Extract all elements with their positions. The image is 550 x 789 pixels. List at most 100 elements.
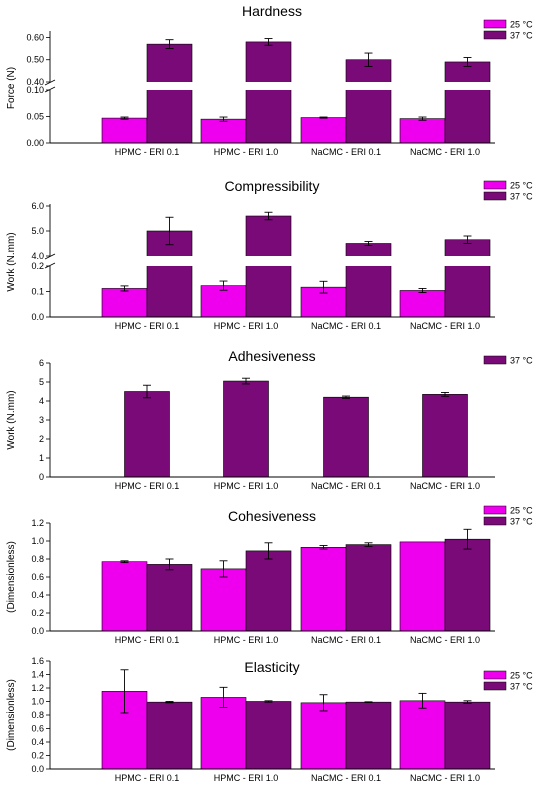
x-category-label: NaCMC - ERI 1.0 (410, 321, 480, 331)
bar (146, 701, 193, 770)
legend-label: 37 °C (510, 356, 533, 366)
y-tick-label: 0.8 (31, 554, 44, 564)
y-tick-label: 0.0 (31, 312, 44, 322)
legend-swatch (483, 681, 507, 691)
y-tick-label: 0.0 (31, 764, 44, 774)
bar (146, 43, 193, 144)
legend-label: 37 °C (510, 192, 533, 202)
panel-cohesiveness: Cohesiveness (Dimensionless) 0.0 0.2 0.4 0.6 0… (6, 506, 533, 646)
y-tick-label: 0.50 (26, 55, 44, 65)
x-category-label: NaCMC - ERI 0.1 (311, 147, 381, 157)
y-tick-label: 1.6 (31, 656, 44, 666)
bar (345, 701, 392, 770)
legend-label: 37 °C (510, 517, 533, 527)
y-tick-label: 5.0 (31, 226, 44, 236)
legend-label: 25 °C (510, 181, 533, 191)
panel-elasticity: Elasticity (Dimensionless) 0.0 0.2 0.4 0.6 0.8… (6, 656, 533, 783)
x-category-label: HPMC - ERI 1.0 (214, 773, 279, 783)
bar (444, 701, 491, 770)
x-category-label: HPMC - ERI 0.1 (115, 147, 180, 157)
x-category-label: NaCMC - ERI 1.0 (410, 481, 480, 491)
y-axis-label: (Dimensionless) (6, 541, 17, 613)
legend-label: 37 °C (510, 682, 533, 692)
bar (399, 118, 446, 144)
x-category-label: NaCMC - ERI 0.1 (311, 481, 381, 491)
bar (200, 285, 247, 318)
legend-swatch (483, 516, 507, 526)
bar (200, 118, 247, 144)
y-tick-label: 1 (39, 453, 44, 463)
bar (245, 550, 292, 632)
y-tick-label: 1.2 (31, 518, 44, 528)
bar (399, 290, 446, 318)
legend-swatch (483, 355, 507, 365)
axis-break-mark (44, 86, 56, 93)
bar (245, 41, 292, 144)
y-tick-label: 0.2 (31, 751, 44, 761)
x-category-label: NaCMC - ERI 0.1 (311, 321, 381, 331)
bar (101, 117, 148, 144)
axis-break-mark (44, 79, 56, 86)
bar (200, 697, 247, 770)
y-axis-label: Force (N) (6, 67, 17, 109)
y-tick-label: 1.0 (31, 536, 44, 546)
y-tick-label: 0.2 (31, 608, 44, 618)
x-category-label: HPMC - ERI 0.1 (115, 635, 180, 645)
legend-label: 25 °C (510, 20, 533, 30)
y-tick-label: 0.2 (31, 261, 44, 271)
chart-title: Adhesiveness (228, 348, 315, 364)
y-tick-label: 0.10 (26, 85, 44, 95)
y-tick-label: 4 (39, 396, 44, 406)
x-category-label: HPMC - ERI 0.1 (115, 481, 180, 491)
bar (444, 538, 491, 632)
legend-swatch (483, 191, 507, 201)
legend-label: 25 °C (510, 671, 533, 681)
y-tick-label: 0 (39, 472, 44, 482)
y-axis-label: Work (N.mm) (6, 232, 17, 291)
axis-break-mark (44, 253, 56, 260)
bar (345, 544, 392, 632)
bar (245, 701, 292, 770)
panel-adhesiveness: Adhesiveness Work (N.mm) 0 1 2 3 4 5 6 HPMC - ERI… (6, 348, 533, 491)
y-tick-label: 1.4 (31, 670, 44, 680)
x-category-label: HPMC - ERI 1.0 (214, 321, 279, 331)
y-tick-label: 6.0 (31, 201, 44, 211)
bar (444, 239, 491, 318)
x-category-label: NaCMC - ERI 1.0 (410, 773, 480, 783)
y-tick-label: 0.1 (31, 287, 44, 297)
y-tick-label: 0.60 (26, 32, 44, 42)
axis-break-gap (44, 256, 497, 266)
bar (300, 702, 347, 770)
x-category-label: NaCMC - ERI 0.1 (311, 773, 381, 783)
y-tick-label: 0.6 (31, 572, 44, 582)
bar (323, 396, 369, 478)
panel-compressibility: Compressibility Work (N.mm) 0.0 0.1 0.24.0 5.… (6, 178, 533, 331)
legend-label: 37 °C (510, 31, 533, 41)
bar (300, 546, 347, 632)
y-tick-label: 6 (39, 358, 44, 368)
bar (399, 541, 446, 632)
legend-label: 25 °C (510, 506, 533, 516)
y-tick-label: 3 (39, 415, 44, 425)
x-category-label: NaCMC - ERI 1.0 (410, 635, 480, 645)
y-tick-label: 0.05 (26, 112, 44, 122)
y-tick-label: 2 (39, 434, 44, 444)
x-category-label: NaCMC - ERI 0.1 (311, 635, 381, 645)
axis-break-gap (44, 82, 497, 90)
y-axis-label: Work (N.mm) (6, 390, 17, 449)
chart-title: Compressibility (225, 178, 320, 194)
y-tick-label: 1.0 (31, 697, 44, 707)
x-category-label: HPMC - ERI 1.0 (214, 481, 279, 491)
legend-swatch (483, 505, 507, 515)
x-category-label: HPMC - ERI 0.1 (115, 321, 180, 331)
bar (223, 380, 269, 478)
bar (200, 568, 247, 632)
axis-break-mark (44, 262, 56, 269)
y-tick-label: 0.00 (26, 138, 44, 148)
legend-swatch (483, 670, 507, 680)
x-category-label: HPMC - ERI 0.1 (115, 773, 180, 783)
y-tick-label: 0.6 (31, 724, 44, 734)
x-category-label: NaCMC - ERI 1.0 (410, 147, 480, 157)
y-tick-label: 0.4 (31, 590, 44, 600)
